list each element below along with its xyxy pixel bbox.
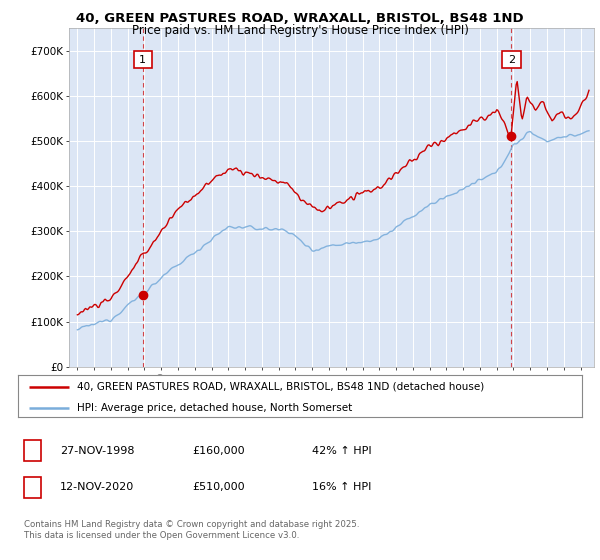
Bar [134, 51, 152, 68]
Text: £510,000: £510,000 [192, 482, 245, 492]
Text: 42% ↑ HPI: 42% ↑ HPI [312, 446, 371, 456]
Text: Price paid vs. HM Land Registry's House Price Index (HPI): Price paid vs. HM Land Registry's House … [131, 24, 469, 36]
Text: £160,000: £160,000 [192, 446, 245, 456]
Text: HPI: Average price, detached house, North Somerset: HPI: Average price, detached house, Nort… [77, 403, 352, 413]
Bar [502, 51, 521, 68]
Text: 1: 1 [29, 446, 36, 456]
Text: Contains HM Land Registry data © Crown copyright and database right 2025.
This d: Contains HM Land Registry data © Crown c… [24, 520, 359, 540]
Text: 12-NOV-2020: 12-NOV-2020 [60, 482, 134, 492]
Text: 2: 2 [508, 55, 515, 64]
Text: 40, GREEN PASTURES ROAD, WRAXALL, BRISTOL, BS48 1ND: 40, GREEN PASTURES ROAD, WRAXALL, BRISTO… [76, 12, 524, 25]
Text: 27-NOV-1998: 27-NOV-1998 [60, 446, 134, 456]
Text: 1: 1 [139, 55, 146, 64]
Text: 2: 2 [29, 482, 36, 492]
Text: 40, GREEN PASTURES ROAD, WRAXALL, BRISTOL, BS48 1ND (detached house): 40, GREEN PASTURES ROAD, WRAXALL, BRISTO… [77, 382, 484, 392]
Text: 16% ↑ HPI: 16% ↑ HPI [312, 482, 371, 492]
